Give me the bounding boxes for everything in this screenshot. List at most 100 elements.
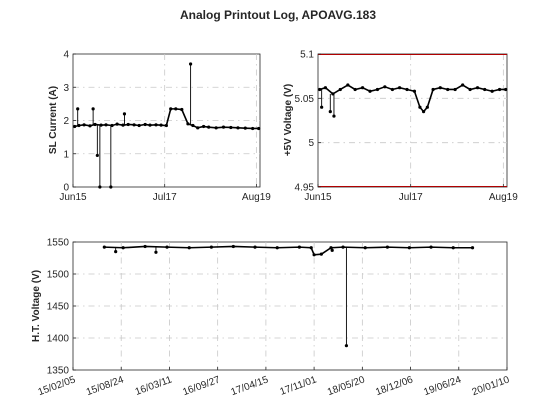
data-point — [229, 126, 232, 129]
data-point — [132, 123, 135, 126]
y-tick-label: 1400 — [47, 334, 70, 345]
data-point — [341, 246, 344, 249]
ht-voltage-y-axis-label: H.T. Voltage (V) — [31, 270, 42, 342]
data-point — [483, 88, 486, 91]
outlier-point — [189, 62, 192, 65]
data-point — [471, 246, 474, 249]
sl-current-axes: 0 1 2 3 4 Jun15 Jul17 Aug19 SL Current (A) — [48, 50, 271, 204]
figure-title: Analog Printout Log, APOAVG.183 — [180, 8, 376, 22]
data-point — [257, 127, 260, 130]
data-point — [324, 86, 327, 89]
data-point — [82, 123, 85, 126]
data-point — [138, 124, 141, 127]
data-point — [313, 253, 316, 256]
data-point — [318, 88, 321, 91]
data-point — [354, 88, 357, 91]
data-point — [202, 125, 205, 128]
data-point — [188, 246, 191, 249]
data-point — [413, 90, 416, 93]
data-point — [383, 85, 386, 88]
data-point — [154, 123, 157, 126]
data-point — [439, 86, 442, 89]
data-point — [391, 88, 394, 91]
outlier-point — [332, 114, 335, 117]
data-point — [174, 107, 177, 110]
data-point — [320, 253, 323, 256]
x-tick-label: Jun15 — [304, 192, 332, 203]
x-tick-label: Aug19 — [242, 192, 271, 203]
outlier-point — [98, 185, 101, 188]
data-point — [165, 124, 168, 127]
outlier-point — [331, 249, 334, 252]
data-point — [143, 245, 146, 248]
data-point — [232, 245, 235, 248]
y-tick-label: 1450 — [47, 302, 70, 313]
data-point — [207, 126, 210, 129]
data-point — [431, 88, 434, 91]
data-point — [180, 108, 183, 111]
outlier-point — [154, 251, 157, 254]
5v-voltage-plot-area — [318, 54, 507, 187]
data-point — [361, 86, 364, 89]
data-point — [148, 124, 151, 127]
y-tick-label: 5 — [308, 138, 314, 149]
data-point — [454, 88, 457, 91]
outlier-point — [320, 106, 323, 109]
outlier-point — [92, 107, 95, 110]
5v-voltage-y-axis-label: +5V Voltage (V) — [283, 84, 294, 156]
data-point — [298, 246, 301, 249]
data-point — [73, 125, 76, 128]
y-tick-label: 1 — [63, 149, 69, 160]
data-point — [169, 107, 172, 110]
data-point — [236, 126, 239, 129]
data-point — [386, 246, 389, 249]
y-tick-label: 2 — [63, 116, 69, 127]
data-point — [88, 124, 91, 127]
data-point — [165, 246, 168, 249]
data-point — [476, 86, 479, 89]
sl-current-y-axis-label: SL Current (A) — [48, 86, 59, 154]
data-point — [364, 246, 367, 249]
data-point — [127, 123, 130, 126]
data-point — [498, 88, 501, 91]
data-point — [210, 246, 213, 249]
data-point — [339, 88, 342, 91]
data-point — [276, 246, 279, 249]
data-point — [244, 127, 247, 130]
y-tick-label: 1550 — [47, 238, 70, 249]
data-point — [446, 88, 449, 91]
data-point — [368, 90, 371, 93]
data-point — [346, 83, 349, 86]
data-point — [398, 86, 401, 89]
data-point — [310, 246, 313, 249]
y-tick-label: 5.1 — [300, 50, 314, 61]
data-point — [418, 106, 421, 109]
x-tick-label: Jun15 — [59, 192, 87, 203]
data-point — [103, 246, 106, 249]
data-point — [452, 246, 455, 249]
y-tick-label: 4 — [63, 50, 69, 61]
data-point — [469, 88, 472, 91]
data-point — [253, 246, 256, 249]
outlier-point — [96, 154, 99, 157]
x-tick-label: Jul17 — [153, 192, 177, 203]
y-tick-label: 1350 — [47, 366, 70, 377]
outlier-point — [114, 250, 117, 253]
data-point — [504, 88, 507, 91]
y-tick-label: 3 — [63, 83, 69, 94]
y-tick-label: 1500 — [47, 270, 70, 281]
data-point — [222, 126, 225, 129]
data-point — [159, 124, 162, 127]
data-point — [115, 123, 118, 126]
data-point — [251, 127, 254, 130]
data-point — [93, 123, 96, 126]
data-point — [122, 246, 125, 249]
data-point — [186, 122, 189, 125]
data-point — [461, 83, 464, 86]
data-point — [426, 106, 429, 109]
outlier-point — [123, 112, 126, 115]
data-point — [422, 110, 425, 113]
data-point — [405, 88, 408, 91]
data-point — [196, 126, 199, 129]
